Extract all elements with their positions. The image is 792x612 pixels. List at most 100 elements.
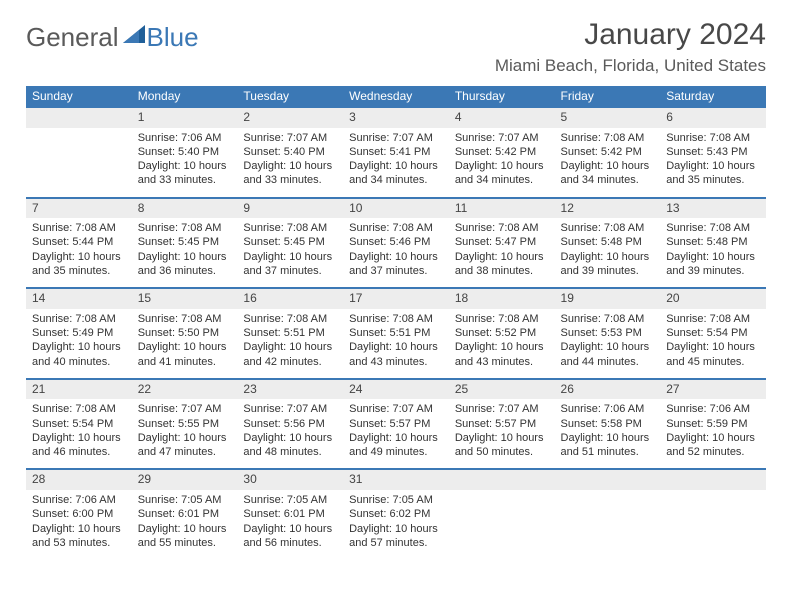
sunset-line: Sunset: 5:48 PM xyxy=(561,235,655,249)
day-detail-cell: Sunrise: 7:07 AMSunset: 5:41 PMDaylight:… xyxy=(343,128,449,198)
day-detail-cell xyxy=(26,128,132,198)
sunset-line: Sunset: 5:48 PM xyxy=(666,235,760,249)
sunrise-line: Sunrise: 7:08 AM xyxy=(243,221,337,235)
sunset-line: Sunset: 5:59 PM xyxy=(666,417,760,431)
day-detail-cell: Sunrise: 7:08 AMSunset: 5:51 PMDaylight:… xyxy=(343,309,449,379)
sunrise-line: Sunrise: 7:08 AM xyxy=(666,312,760,326)
daynum-row: 21222324252627 xyxy=(26,379,766,400)
sunrise-line: Sunrise: 7:06 AM xyxy=(666,402,760,416)
month-title: January 2024 xyxy=(495,18,766,52)
sunset-line: Sunset: 5:56 PM xyxy=(243,417,337,431)
day-detail-cell: Sunrise: 7:08 AMSunset: 5:42 PMDaylight:… xyxy=(555,128,661,198)
sunset-line: Sunset: 5:58 PM xyxy=(561,417,655,431)
day-number-cell: 11 xyxy=(449,198,555,219)
title-block: January 2024 Miami Beach, Florida, Unite… xyxy=(495,18,766,76)
dayname-thu: Thursday xyxy=(449,86,555,107)
sunset-line: Sunset: 5:45 PM xyxy=(138,235,232,249)
sunset-line: Sunset: 6:01 PM xyxy=(243,507,337,521)
sunset-line: Sunset: 5:52 PM xyxy=(455,326,549,340)
sunrise-line: Sunrise: 7:08 AM xyxy=(349,221,443,235)
sunset-line: Sunset: 6:02 PM xyxy=(349,507,443,521)
detail-row: Sunrise: 7:06 AMSunset: 5:40 PMDaylight:… xyxy=(26,128,766,198)
day-detail-cell: Sunrise: 7:07 AMSunset: 5:42 PMDaylight:… xyxy=(449,128,555,198)
day-number-cell xyxy=(449,469,555,490)
day-detail-cell: Sunrise: 7:08 AMSunset: 5:45 PMDaylight:… xyxy=(132,218,238,288)
day-detail-cell: Sunrise: 7:08 AMSunset: 5:43 PMDaylight:… xyxy=(660,128,766,198)
sunset-line: Sunset: 5:57 PM xyxy=(349,417,443,431)
daylight-line: Daylight: 10 hours and 36 minutes. xyxy=(138,250,232,279)
day-detail-cell: Sunrise: 7:08 AMSunset: 5:53 PMDaylight:… xyxy=(555,309,661,379)
sunrise-line: Sunrise: 7:08 AM xyxy=(138,221,232,235)
day-detail-cell: Sunrise: 7:08 AMSunset: 5:44 PMDaylight:… xyxy=(26,218,132,288)
day-detail-cell: Sunrise: 7:08 AMSunset: 5:54 PMDaylight:… xyxy=(660,309,766,379)
day-number-cell: 25 xyxy=(449,379,555,400)
sunrise-line: Sunrise: 7:06 AM xyxy=(561,402,655,416)
sunset-line: Sunset: 5:47 PM xyxy=(455,235,549,249)
dayname-tue: Tuesday xyxy=(237,86,343,107)
day-detail-cell: Sunrise: 7:08 AMSunset: 5:50 PMDaylight:… xyxy=(132,309,238,379)
day-number-cell xyxy=(555,469,661,490)
sunrise-line: Sunrise: 7:07 AM xyxy=(455,131,549,145)
sunrise-line: Sunrise: 7:08 AM xyxy=(32,221,126,235)
daylight-line: Daylight: 10 hours and 46 minutes. xyxy=(32,431,126,460)
daynum-row: 78910111213 xyxy=(26,198,766,219)
day-number-cell: 15 xyxy=(132,288,238,309)
day-number-cell: 13 xyxy=(660,198,766,219)
day-number-cell: 31 xyxy=(343,469,449,490)
daylight-line: Daylight: 10 hours and 39 minutes. xyxy=(666,250,760,279)
dayname-wed: Wednesday xyxy=(343,86,449,107)
day-number-cell: 27 xyxy=(660,379,766,400)
sunrise-line: Sunrise: 7:08 AM xyxy=(455,312,549,326)
sunset-line: Sunset: 5:53 PM xyxy=(561,326,655,340)
day-detail-cell: Sunrise: 7:06 AMSunset: 6:00 PMDaylight:… xyxy=(26,490,132,560)
sunrise-line: Sunrise: 7:08 AM xyxy=(561,221,655,235)
dayname-mon: Monday xyxy=(132,86,238,107)
sunset-line: Sunset: 5:42 PM xyxy=(561,145,655,159)
daynum-row: 14151617181920 xyxy=(26,288,766,309)
sunset-line: Sunset: 5:42 PM xyxy=(455,145,549,159)
day-detail-cell: Sunrise: 7:07 AMSunset: 5:56 PMDaylight:… xyxy=(237,399,343,469)
day-number-cell: 29 xyxy=(132,469,238,490)
sunrise-line: Sunrise: 7:06 AM xyxy=(138,131,232,145)
day-number-cell: 21 xyxy=(26,379,132,400)
day-number-cell: 1 xyxy=(132,107,238,128)
daylight-line: Daylight: 10 hours and 33 minutes. xyxy=(243,159,337,188)
sunset-line: Sunset: 5:51 PM xyxy=(243,326,337,340)
sunrise-line: Sunrise: 7:07 AM xyxy=(349,131,443,145)
day-detail-cell: Sunrise: 7:06 AMSunset: 5:40 PMDaylight:… xyxy=(132,128,238,198)
sunrise-line: Sunrise: 7:08 AM xyxy=(138,312,232,326)
day-number-cell xyxy=(660,469,766,490)
daylight-line: Daylight: 10 hours and 35 minutes. xyxy=(32,250,126,279)
sunrise-line: Sunrise: 7:06 AM xyxy=(32,493,126,507)
detail-row: Sunrise: 7:08 AMSunset: 5:44 PMDaylight:… xyxy=(26,218,766,288)
day-detail-cell: Sunrise: 7:08 AMSunset: 5:54 PMDaylight:… xyxy=(26,399,132,469)
day-number-cell: 22 xyxy=(132,379,238,400)
sunset-line: Sunset: 5:49 PM xyxy=(32,326,126,340)
day-number-cell: 9 xyxy=(237,198,343,219)
sunset-line: Sunset: 5:41 PM xyxy=(349,145,443,159)
day-number-cell: 10 xyxy=(343,198,449,219)
day-detail-cell: Sunrise: 7:07 AMSunset: 5:40 PMDaylight:… xyxy=(237,128,343,198)
day-number-cell: 26 xyxy=(555,379,661,400)
sunrise-line: Sunrise: 7:05 AM xyxy=(349,493,443,507)
sunset-line: Sunset: 5:50 PM xyxy=(138,326,232,340)
day-number-cell: 28 xyxy=(26,469,132,490)
detail-row: Sunrise: 7:08 AM Sunset: 5:49 PM Daylight:… xyxy=(26,309,766,379)
day-detail-cell: Sunrise: 7:08 AMSunset: 5:46 PMDaylight:… xyxy=(343,218,449,288)
logo-text-blue: Blue xyxy=(147,22,199,53)
sunset-line: Sunset: 5:54 PM xyxy=(666,326,760,340)
sunrise-line: Sunrise: 7:08 AM xyxy=(666,221,760,235)
daylight-line: Daylight: 10 hours and 53 minutes. xyxy=(32,522,126,551)
sunrise-line: Sunrise: 7:08 AM xyxy=(243,312,337,326)
day-detail-cell: Sunrise: 7:08 AMSunset: 5:45 PMDaylight:… xyxy=(237,218,343,288)
day-detail-cell xyxy=(660,490,766,560)
daylight-line: Daylight: 10 hours and 42 minutes. xyxy=(243,340,337,369)
day-detail-cell: Sunrise: 7:06 AMSunset: 5:59 PMDaylight:… xyxy=(660,399,766,469)
daylight-line: Daylight: 10 hours and 50 minutes. xyxy=(455,431,549,460)
detail-row: Sunrise: 7:08 AMSunset: 5:54 PMDaylight:… xyxy=(26,399,766,469)
day-number-cell: 19 xyxy=(555,288,661,309)
daylight-line: Daylight: 10 hours and 55 minutes. xyxy=(138,522,232,551)
day-number-cell: 16 xyxy=(237,288,343,309)
daylight-line: Daylight: 10 hours and 41 minutes. xyxy=(138,340,232,369)
sunrise-line: Sunrise: 7:08 AM xyxy=(32,402,126,416)
